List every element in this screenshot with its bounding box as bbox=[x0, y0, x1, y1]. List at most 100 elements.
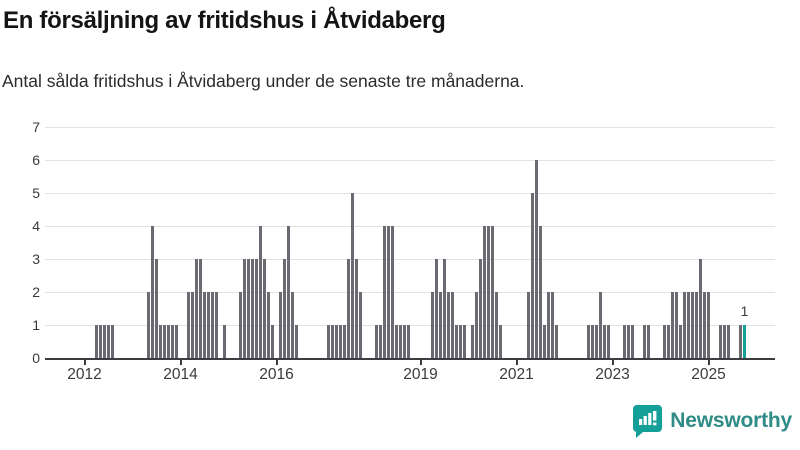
y-axis-label: 4 bbox=[32, 218, 40, 234]
bar bbox=[155, 259, 158, 358]
newsworthy-logo: Newsworthy bbox=[632, 404, 792, 438]
bar bbox=[207, 292, 210, 358]
bar bbox=[647, 325, 650, 358]
bar bbox=[347, 259, 350, 358]
bar bbox=[695, 292, 698, 358]
bar bbox=[727, 325, 730, 358]
bar bbox=[211, 292, 214, 358]
x-axis-label: 2019 bbox=[403, 366, 438, 383]
bar bbox=[595, 325, 598, 358]
y-axis-label: 3 bbox=[32, 251, 40, 267]
bar bbox=[543, 325, 546, 358]
gridline bbox=[45, 259, 775, 260]
bar bbox=[335, 325, 338, 358]
newsworthy-logo-icon bbox=[632, 404, 663, 438]
page-subtitle: Antal sålda fritidshus i Åtvidaberg unde… bbox=[2, 71, 525, 91]
x-axis-tick bbox=[419, 359, 422, 365]
gridline bbox=[45, 127, 775, 128]
bar bbox=[171, 325, 174, 358]
bar bbox=[111, 325, 114, 358]
plot-area bbox=[45, 127, 775, 360]
bar bbox=[555, 325, 558, 358]
bar bbox=[379, 325, 382, 358]
gridline bbox=[45, 160, 775, 161]
bar bbox=[287, 226, 290, 358]
x-axis-tick bbox=[275, 359, 278, 365]
newsworthy-logo-text: Newsworthy bbox=[670, 409, 792, 432]
x-axis-label: 2012 bbox=[67, 366, 102, 383]
bar bbox=[591, 325, 594, 358]
bar bbox=[431, 292, 434, 358]
bar bbox=[403, 325, 406, 358]
bar bbox=[239, 292, 242, 358]
bar bbox=[375, 325, 378, 358]
gridline bbox=[45, 226, 775, 227]
bar bbox=[587, 325, 590, 358]
bar bbox=[663, 325, 666, 358]
bar bbox=[627, 325, 630, 358]
bar bbox=[99, 325, 102, 358]
bar bbox=[679, 325, 682, 358]
bar bbox=[447, 292, 450, 358]
bar bbox=[107, 325, 110, 358]
bar bbox=[395, 325, 398, 358]
bar bbox=[623, 325, 626, 358]
bar bbox=[251, 259, 254, 358]
y-axis-label: 2 bbox=[32, 284, 40, 300]
bar bbox=[739, 325, 742, 358]
bar bbox=[407, 325, 410, 358]
bar bbox=[391, 226, 394, 358]
bar bbox=[687, 292, 690, 358]
bar bbox=[399, 325, 402, 358]
x-axis-label: 2025 bbox=[691, 366, 726, 383]
x-axis-label: 2014 bbox=[163, 366, 198, 383]
bar bbox=[255, 259, 258, 358]
bar bbox=[147, 292, 150, 358]
bar bbox=[383, 226, 386, 358]
bar bbox=[355, 259, 358, 358]
bar bbox=[667, 325, 670, 358]
bar bbox=[271, 325, 274, 358]
bar bbox=[103, 325, 106, 358]
x-axis-tick bbox=[179, 359, 182, 365]
bar bbox=[359, 292, 362, 358]
bar bbox=[343, 325, 346, 358]
x-axis-tick bbox=[707, 359, 710, 365]
bar bbox=[531, 193, 534, 358]
bar bbox=[195, 259, 198, 358]
y-axis-label: 5 bbox=[32, 185, 40, 201]
bar bbox=[95, 325, 98, 358]
bar bbox=[459, 325, 462, 358]
bar bbox=[603, 325, 606, 358]
bar bbox=[675, 292, 678, 358]
bar bbox=[151, 226, 154, 358]
bar bbox=[487, 226, 490, 358]
bar bbox=[351, 193, 354, 358]
bar bbox=[267, 292, 270, 358]
bar bbox=[707, 292, 710, 358]
y-axis-label: 0 bbox=[32, 350, 40, 366]
bar bbox=[455, 325, 458, 358]
bar bbox=[203, 292, 206, 358]
bar bbox=[471, 325, 474, 358]
x-axis-tick bbox=[611, 359, 614, 365]
bar bbox=[167, 325, 170, 358]
bar bbox=[479, 259, 482, 358]
bar bbox=[535, 160, 538, 358]
bar bbox=[187, 292, 190, 358]
bar bbox=[495, 292, 498, 358]
bar bbox=[723, 325, 726, 358]
bar bbox=[327, 325, 330, 358]
bar bbox=[539, 226, 542, 358]
gridline bbox=[45, 325, 775, 326]
bar bbox=[451, 292, 454, 358]
bar bbox=[199, 259, 202, 358]
bar bbox=[443, 259, 446, 358]
bar bbox=[295, 325, 298, 358]
bar bbox=[719, 325, 722, 358]
bar bbox=[331, 325, 334, 358]
bar bbox=[599, 292, 602, 358]
bar bbox=[191, 292, 194, 358]
bar bbox=[643, 325, 646, 358]
bar bbox=[683, 292, 686, 358]
